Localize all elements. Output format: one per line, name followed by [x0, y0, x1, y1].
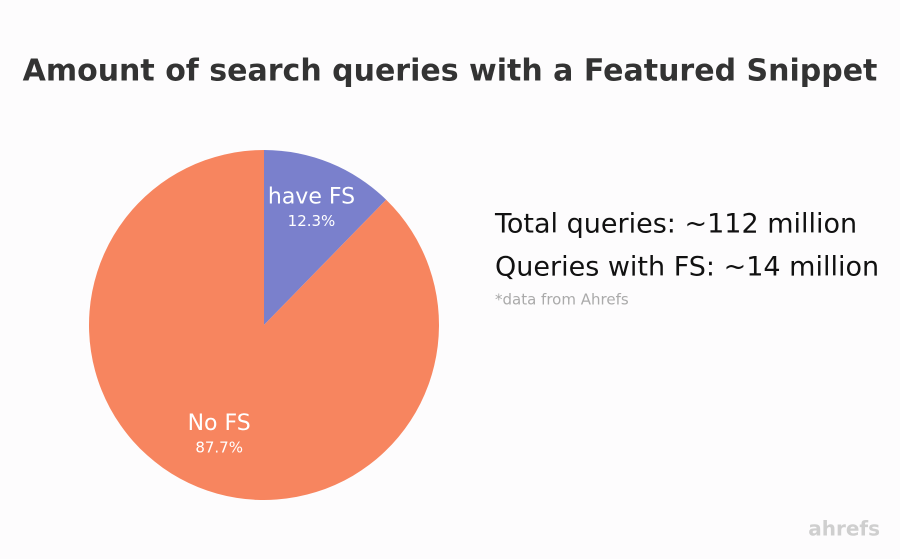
- source-note: *data from Ahrefs: [495, 291, 629, 309]
- annotation: Total queries: ~112 million: [494, 209, 857, 240]
- chart-title: Amount of search queries with a Featured…: [23, 54, 878, 89]
- slice-label: have FS: [268, 184, 355, 209]
- logo: ahrefs: [808, 517, 880, 541]
- value-label: 12.3%: [288, 212, 336, 230]
- annotation: Queries with FS: ~14 million: [495, 252, 879, 283]
- pie-slice: [88, 150, 439, 500]
- pie-slice: [264, 150, 387, 325]
- slice-label: No FS: [188, 411, 251, 436]
- value-label: 87.7%: [195, 439, 243, 457]
